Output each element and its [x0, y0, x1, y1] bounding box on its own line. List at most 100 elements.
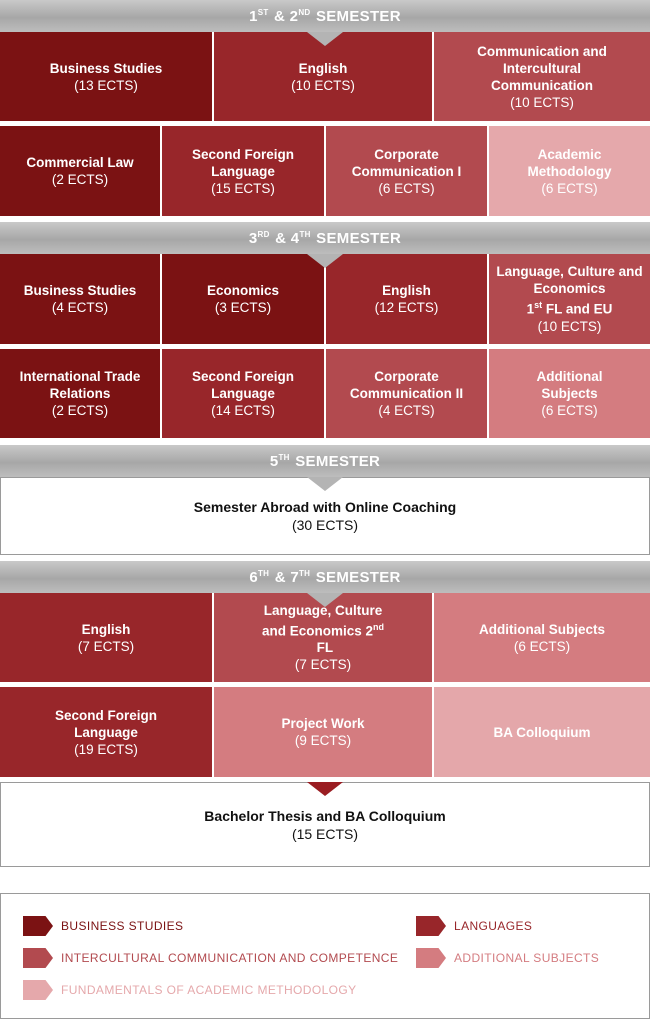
legend-label: LANGUAGES: [454, 919, 533, 933]
module-credits: (15 ECTS): [291, 825, 359, 842]
module-title: Additional Subjects: [536, 369, 603, 401]
module-credits: (10 ECTS): [537, 318, 602, 334]
arrow-tag-icon: [23, 948, 53, 968]
module-credits: (6 ECTS): [541, 403, 598, 418]
module-economics: Economics (3 ECTS): [162, 254, 324, 344]
thesis-notch: [307, 782, 343, 796]
module-title: Business Studies: [23, 283, 137, 298]
module-credits: (4 ECTS): [51, 300, 109, 315]
module-language-culture-economics-2nd-fl: Language, Culture and Economics 2nd FL (…: [214, 593, 432, 682]
module-credits: (13 ECTS): [74, 77, 138, 93]
module-title: Commercial Law: [26, 155, 134, 170]
module-credits: (6 ECTS): [378, 180, 435, 196]
module-title-line: Language, Culture and Economics 2nd FL: [254, 602, 392, 657]
module-title: Language, Culture and Economics 2: [261, 602, 383, 639]
semester-ordinal: ND: [298, 7, 311, 17]
semester-5-header: 5TH SEMESTER: [0, 445, 650, 477]
module-title-ordinal: st: [534, 300, 543, 311]
module-title: Language, Culture and Economics: [496, 264, 643, 297]
semester-join: &: [270, 229, 291, 247]
semester-word: SEMESTER: [311, 7, 401, 25]
semester-number: 7: [290, 568, 299, 586]
module-title: Second Foreign Language: [191, 369, 294, 401]
arrow-tag-icon: [23, 916, 53, 936]
module-title-rest: FL: [312, 640, 334, 656]
module-title: English: [81, 621, 131, 637]
semester-6-7-notch: [307, 593, 343, 607]
semester-word: SEMESTER: [311, 568, 401, 586]
semester-header-label: 6TH & 7TH SEMESTER: [249, 569, 400, 586]
module-title: International Trade Relations: [19, 369, 141, 401]
module-title: English: [298, 60, 348, 76]
legend-item-additional: ADDITIONAL SUBJECTS: [416, 948, 599, 968]
module-corporate-communication-1: Corporate Communication I (6 ECTS): [326, 126, 487, 216]
semester-header-label: 1ST & 2ND SEMESTER: [249, 8, 401, 25]
semester-number: 2: [289, 7, 299, 25]
module-english: English (12 ECTS): [326, 254, 487, 344]
module-title: Additional Subjects: [478, 621, 605, 637]
module-second-foreign-language: Second Foreign Language (19 ECTS): [0, 687, 212, 777]
module-corporate-communication-2: Corporate Communication II (4 ECTS): [326, 349, 487, 438]
legend: BUSINESS STUDIES LANGUAGES INTERCULTURAL…: [0, 893, 650, 1019]
semester-word: SEMESTER: [311, 229, 402, 247]
module-credits: (10 ECTS): [291, 77, 355, 93]
legend-item-methodology: FUNDAMENTALS OF ACADEMIC METHODOLOGY: [23, 980, 357, 1000]
module-title: Business Studies: [49, 60, 163, 76]
semester-ordinal: TH: [299, 568, 311, 578]
semester-ordinal: RD: [257, 229, 270, 239]
module-title: Bachelor Thesis and BA Colloquium: [204, 807, 446, 824]
module-academic-methodology: Academic Methodology (6 ECTS): [489, 126, 650, 216]
semester-join: &: [269, 7, 290, 25]
module-title-number: 1: [526, 301, 535, 317]
module-second-foreign-language: Second Foreign Language (15 ECTS): [162, 126, 324, 216]
semester-number: 1: [249, 7, 258, 25]
legend-label: INTERCULTURAL COMMUNICATION AND COMPETEN…: [61, 951, 399, 965]
semester-number: 5: [269, 452, 279, 470]
module-credits: (7 ECTS): [294, 657, 352, 673]
legend-item-languages: LANGUAGES: [416, 916, 532, 936]
module-title-ordinal: nd: [373, 621, 385, 632]
semester-ordinal: TH: [299, 229, 311, 239]
module-title: Academic Methodology: [527, 146, 612, 179]
arrow-tag-icon: [23, 980, 53, 1000]
semester-1-2-header: 1ST & 2ND SEMESTER: [0, 0, 650, 32]
arrow-tag-icon: [416, 948, 446, 968]
module-title: Corporate Communication II: [349, 369, 464, 401]
module-credits: (30 ECTS): [291, 517, 359, 533]
module-international-trade-relations: International Trade Relations (2 ECTS): [0, 349, 160, 438]
module-credits: (4 ECTS): [378, 403, 435, 418]
module-title-rest: FL and EU: [542, 301, 613, 317]
legend-label: FUNDAMENTALS OF ACADEMIC METHODOLOGY: [61, 983, 357, 997]
semester-word: SEMESTER: [290, 452, 381, 470]
semester-3-4-header: 3RD & 4TH SEMESTER: [0, 222, 650, 254]
arrow-tag-icon: [416, 916, 446, 936]
module-english: English (7 ECTS): [0, 593, 212, 682]
semester-1-2-notch: [307, 32, 343, 46]
module-second-foreign-language: Second Foreign Language (14 ECTS): [162, 349, 324, 438]
module-credits: (19 ECTS): [74, 741, 138, 757]
module-credits: (10 ECTS): [510, 94, 574, 110]
module-title: Semester Abroad with Online Coaching: [193, 499, 457, 515]
module-english: English (10 ECTS): [214, 32, 432, 121]
semester-ordinal: ST: [257, 7, 269, 17]
module-credits: (2 ECTS): [51, 403, 109, 418]
module-title: BA Colloquium: [493, 724, 591, 740]
module-credits: (2 ECTS): [51, 172, 109, 187]
semester-join: &: [270, 568, 291, 586]
module-business-studies: Business Studies (13 ECTS): [0, 32, 212, 121]
module-credits: (6 ECTS): [513, 638, 571, 654]
module-credits: (9 ECTS): [294, 733, 352, 748]
module-title: Second Foreign Language: [191, 146, 294, 179]
module-commercial-law: Commercial Law (2 ECTS): [0, 126, 160, 216]
module-title: Communication and Intercultural Communic…: [477, 43, 607, 93]
semester-header-label: 5TH SEMESTER: [270, 453, 380, 470]
module-additional-subjects: Additional Subjects (6 ECTS): [489, 349, 650, 438]
module-credits: (14 ECTS): [211, 403, 275, 418]
module-communication: Communication and Intercultural Communic…: [434, 32, 650, 121]
module-ba-colloquium: BA Colloquium: [434, 687, 650, 777]
module-additional-subjects: Additional Subjects (6 ECTS): [434, 593, 650, 682]
semester-ordinal: TH: [258, 568, 270, 578]
module-title: Second Foreign Language: [54, 707, 157, 740]
module-title: Project Work: [281, 716, 365, 731]
module-credits: (12 ECTS): [374, 300, 439, 315]
